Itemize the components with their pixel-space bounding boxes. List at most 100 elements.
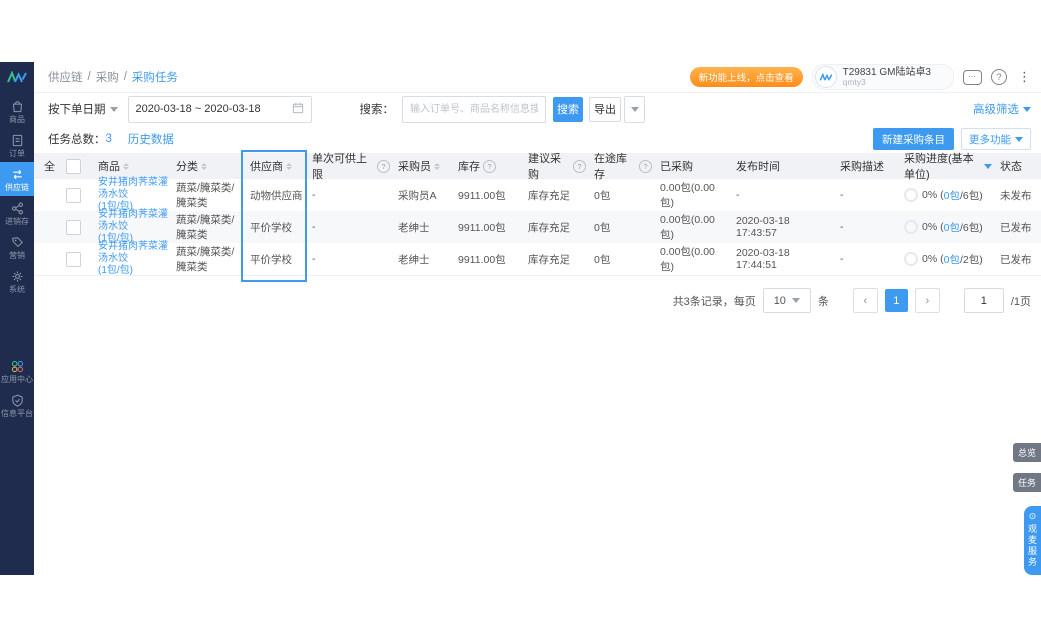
- date-range-value: 2020-03-18 ~ 2020-03-18: [135, 103, 261, 115]
- product-cell: 安井猪肉荠菜灌汤水饺 (1包/包): [90, 177, 168, 213]
- date-type-selector[interactable]: 按下单日期: [48, 101, 118, 117]
- table-header: 全 商品 分类 供应商 单次可供上限? 采购员 库存? 建议采购? 在途库存? …: [34, 150, 1041, 182]
- sidebar-item-label: 供应链: [5, 183, 29, 192]
- per-page-unit: 条: [817, 295, 829, 308]
- sort-icon: [286, 162, 292, 170]
- row-checkbox-cell: [58, 219, 90, 235]
- search-input[interactable]: [402, 95, 546, 123]
- sort-icon: [434, 162, 440, 170]
- bag-icon: [10, 99, 25, 114]
- row-checkbox-cell: [58, 251, 90, 267]
- sidebar-item-app-center[interactable]: 应用中心: [0, 354, 34, 388]
- question-circle-icon[interactable]: ?: [377, 159, 390, 173]
- export-dropdown-button[interactable]: [624, 95, 645, 123]
- buyer-cell: 采购员A: [398, 189, 437, 202]
- question-circle-icon[interactable]: ?: [573, 159, 586, 173]
- next-page-button[interactable]: ›: [914, 288, 940, 313]
- search-button[interactable]: 搜索: [553, 96, 583, 122]
- sidebar-item-label: 应用中心: [1, 375, 33, 384]
- kebab-menu-icon[interactable]: ⋮: [1018, 69, 1031, 84]
- description-cell: -: [840, 221, 844, 233]
- page-jump-input[interactable]: [963, 288, 1004, 313]
- col-select-all: 全: [44, 161, 55, 173]
- breadcrumb-item[interactable]: 供应链: [48, 72, 83, 84]
- progress-link[interactable]: 0包: [943, 221, 960, 234]
- sort-icon: [201, 162, 207, 170]
- overview-float-tag[interactable]: 总览: [1012, 443, 1041, 462]
- sidebar-item-label: 信息平台: [1, 409, 33, 418]
- current-page-button[interactable]: 1: [884, 289, 908, 312]
- help-circle-icon[interactable]: ?: [991, 69, 1007, 85]
- category-cell: 蔬菜/腌菜类/腌菜类: [176, 214, 235, 241]
- topbar-right: 新功能上线，点击查看 T29831 GM陆站卓3 qmty3 ⋯ ? ⋮: [689, 64, 1033, 90]
- sidebar-item-orders[interactable]: 订单: [0, 128, 34, 162]
- task-total-label: 任务总数：: [48, 134, 106, 146]
- col-supply-limit: 单次可供上限?: [304, 150, 390, 182]
- sidebar-item-goods[interactable]: 商品: [0, 94, 34, 128]
- pagination-summary: 共3条记录，每页: [672, 295, 756, 308]
- export-button[interactable]: 导出: [589, 96, 621, 122]
- col-product[interactable]: 商品: [90, 158, 168, 174]
- product-link[interactable]: 安井猪肉荠菜灌汤水饺 (1包/包): [98, 177, 168, 212]
- row-checkbox[interactable]: [66, 251, 81, 267]
- in-transit-cell: 0包: [594, 189, 611, 202]
- col-category[interactable]: 分类: [168, 158, 242, 174]
- sidebar-item-label: 营销: [9, 251, 25, 260]
- advanced-filter-link[interactable]: 高级筛选: [973, 101, 1031, 117]
- sidebar-item-inventory[interactable]: 进销存: [0, 196, 34, 230]
- question-circle-icon[interactable]: ?: [483, 159, 496, 173]
- progress-link[interactable]: 0包: [943, 253, 960, 266]
- user-menu[interactable]: T29831 GM陆站卓3 qmty3: [811, 64, 954, 90]
- progress-link[interactable]: 0包: [943, 189, 960, 202]
- progress-cell: 0% (0包/2包): [896, 252, 992, 267]
- category-cell: 蔬菜/腌菜类/腌菜类: [176, 182, 235, 209]
- sidebar-item-marketing[interactable]: 营销: [0, 230, 34, 264]
- col-in-transit: 在途库存?: [586, 150, 652, 182]
- row-checkbox[interactable]: [66, 219, 81, 235]
- stock-cell: 9911.00包: [458, 253, 506, 266]
- row-checkbox[interactable]: [66, 187, 81, 203]
- sidebar-item-supply-chain[interactable]: 供应链: [0, 162, 34, 196]
- category-cell: 蔬菜/腌菜类/腌菜类: [176, 246, 235, 273]
- new-feature-badge[interactable]: 新功能上线，点击查看: [689, 67, 803, 87]
- total-pages-label: /1页: [1010, 295, 1031, 308]
- sidebar-item-info-platform[interactable]: 信息平台: [0, 388, 34, 422]
- col-progress[interactable]: 采购进度(基本单位): [896, 150, 992, 182]
- more-functions-button[interactable]: 更多功能: [961, 128, 1031, 150]
- supplier-cell: 动物供应商: [250, 189, 303, 202]
- caret-down-icon: [1023, 107, 1031, 113]
- select-all-checkbox[interactable]: [66, 158, 81, 174]
- product-cell: 安井猪肉荠菜灌汤水饺 (1包/包): [90, 209, 168, 245]
- breadcrumb-item[interactable]: 采购: [95, 72, 119, 84]
- in-transit-cell: 0包: [594, 221, 611, 234]
- breadcrumb-separator: /: [87, 71, 91, 83]
- breadcrumb-current: 采购任务: [131, 72, 178, 84]
- product-link[interactable]: 安井猪肉荠菜灌汤水饺 (1包/包): [98, 209, 168, 244]
- supply-limit-cell: -: [312, 221, 316, 233]
- shield-icon: [10, 393, 25, 408]
- chat-bubble-icon[interactable]: ⋯: [963, 69, 982, 85]
- guanmai-service-tab[interactable]: ⊙ 观麦服务: [1024, 506, 1041, 575]
- history-data-link[interactable]: 历史数据: [127, 134, 174, 146]
- per-page-select[interactable]: 10: [762, 288, 811, 313]
- create-purchase-entry-button[interactable]: 新建采购条目: [873, 128, 954, 150]
- product-link[interactable]: 安井猪肉荠菜灌汤水饺 (1包/包): [98, 241, 168, 276]
- progress-ring: [904, 188, 918, 202]
- col-status: 状态: [1000, 161, 1022, 173]
- table-row: 安井猪肉荠菜灌汤水饺 (1包/包) 蔬菜/腌菜类/腌菜类 动物供应商 - 采购员A…: [34, 177, 1041, 213]
- prev-page-button[interactable]: ‹: [852, 288, 878, 313]
- sidebar-item-system[interactable]: 系统: [0, 264, 34, 298]
- col-supplier[interactable]: 供应商: [242, 158, 304, 174]
- task-float-tag[interactable]: 任务: [1012, 473, 1041, 492]
- caret-down-icon: [630, 106, 639, 112]
- col-suggest: 建议采购?: [520, 150, 586, 182]
- guanmai-logo-icon: [6, 71, 28, 84]
- col-buyer[interactable]: 采购员: [390, 158, 450, 174]
- table-row: 安井猪肉荠菜灌汤水饺 (1包/包) 蔬菜/腌菜类/腌菜类 平价学校 - 老绅士 9…: [34, 241, 1041, 276]
- date-range-picker[interactable]: 2020-03-18 ~ 2020-03-18: [127, 95, 312, 123]
- description-cell: -: [840, 253, 844, 265]
- service-headset-icon: ⊙: [1028, 511, 1037, 521]
- question-circle-icon[interactable]: ?: [639, 159, 652, 173]
- status-cell: 已发布: [1000, 253, 1032, 266]
- supply-limit-cell: -: [312, 253, 316, 265]
